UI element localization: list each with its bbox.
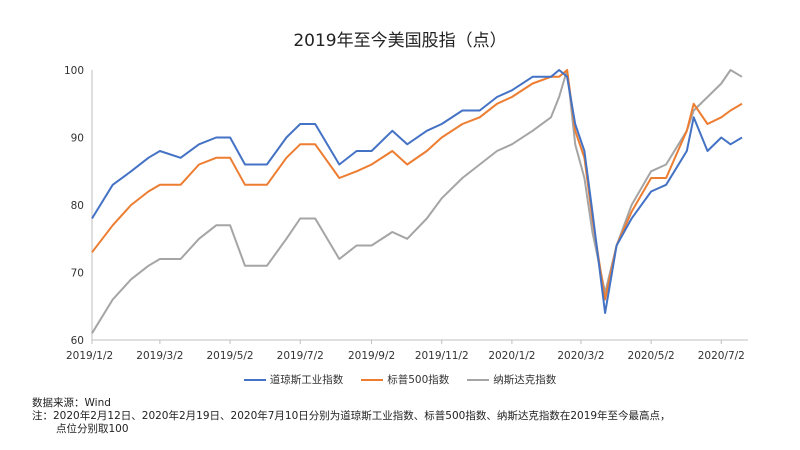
y-tick-label: 60 xyxy=(71,335,84,347)
y-tick-label: 80 xyxy=(71,200,84,212)
note-line-2: 点位分别取100 xyxy=(56,423,129,435)
chart-title: 2019年至今美国股指（点） xyxy=(293,31,507,51)
x-tick-label: 2019/7/2 xyxy=(277,350,324,362)
x-tick-label: 2019/9/2 xyxy=(348,350,395,362)
x-tick-label: 2020/3/2 xyxy=(557,350,604,362)
y-tick-label: 100 xyxy=(64,65,84,77)
tick-labels: 60 70 80 90 100 2019/1/2 2019/3/2 2019/5/2 2019/… xyxy=(64,65,745,362)
notes: 数据来源：Wind 注：2020年2月12日、2020年2月19日、2020年7… xyxy=(32,397,671,436)
legend-item-sp500: 标普500指数 xyxy=(361,372,449,387)
x-tick-label: 2019/3/2 xyxy=(136,350,183,362)
legend-label-sp500: 标普500指数 xyxy=(387,374,450,386)
legend-swatch-nasdaq xyxy=(467,378,490,381)
y-tick-label: 90 xyxy=(71,133,84,145)
legend-label-dow: 道琼斯工业指数 xyxy=(269,374,344,386)
legend-swatch-dow xyxy=(243,378,266,381)
y-tick-label: 70 xyxy=(71,268,84,280)
source-note: 数据来源：Wind xyxy=(32,397,111,409)
x-tick-label: 2019/5/2 xyxy=(206,350,253,362)
legend-label-nasdaq: 纳斯达克指数 xyxy=(493,374,557,386)
series-line-2 xyxy=(91,69,743,334)
series-group xyxy=(91,69,743,334)
legend-swatch-sp500 xyxy=(361,378,384,381)
axes xyxy=(91,70,748,341)
x-tick-label: 2020/1/2 xyxy=(488,350,535,362)
series-line-1 xyxy=(91,69,743,301)
x-tick-label: 2020/7/2 xyxy=(698,350,745,362)
legend: 道琼斯工业指数 标普500指数 纳斯达克指数 xyxy=(0,372,800,387)
note-line-1: 注：2020年2月12日、2020年2月19日、2020年7月10日分别为道琼斯… xyxy=(32,410,671,422)
series-line-0 xyxy=(91,69,743,314)
x-tick-label: 2019/1/2 xyxy=(66,350,113,362)
x-tick-label: 2020/5/2 xyxy=(628,350,675,362)
legend-item-dow: 道琼斯工业指数 xyxy=(243,372,344,387)
x-tick-label: 2019/11/2 xyxy=(415,350,469,362)
legend-item-nasdaq: 纳斯达克指数 xyxy=(467,372,556,387)
